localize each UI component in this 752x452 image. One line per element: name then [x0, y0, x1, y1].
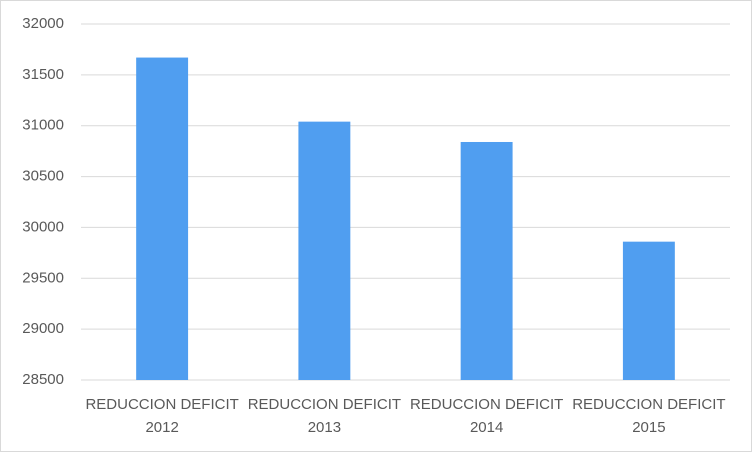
- bar: [136, 57, 189, 381]
- y-tick-label: 30500: [22, 168, 64, 185]
- bar: [460, 141, 513, 380]
- y-tick-label: 32000: [22, 15, 64, 32]
- bar: [622, 241, 675, 380]
- x-tick-label: REDUCCION DEFICIT 2013: [247, 396, 402, 436]
- bar: [298, 121, 351, 380]
- y-tick-label: 29000: [22, 320, 64, 337]
- y-tick-label: 31500: [22, 66, 64, 83]
- y-tick-label: 28500: [22, 371, 64, 388]
- x-tick-label: REDUCCION DEFICIT 2012: [85, 396, 239, 436]
- x-tick-label: REDUCCION DEFICIT 2014: [409, 396, 564, 436]
- y-tick-label: 29500: [22, 269, 64, 286]
- y-tick-label: 30000: [22, 218, 64, 235]
- y-tick-label: 31000: [22, 117, 64, 134]
- x-tick-label: REDUCCION DEFICIT 2015: [572, 396, 726, 436]
